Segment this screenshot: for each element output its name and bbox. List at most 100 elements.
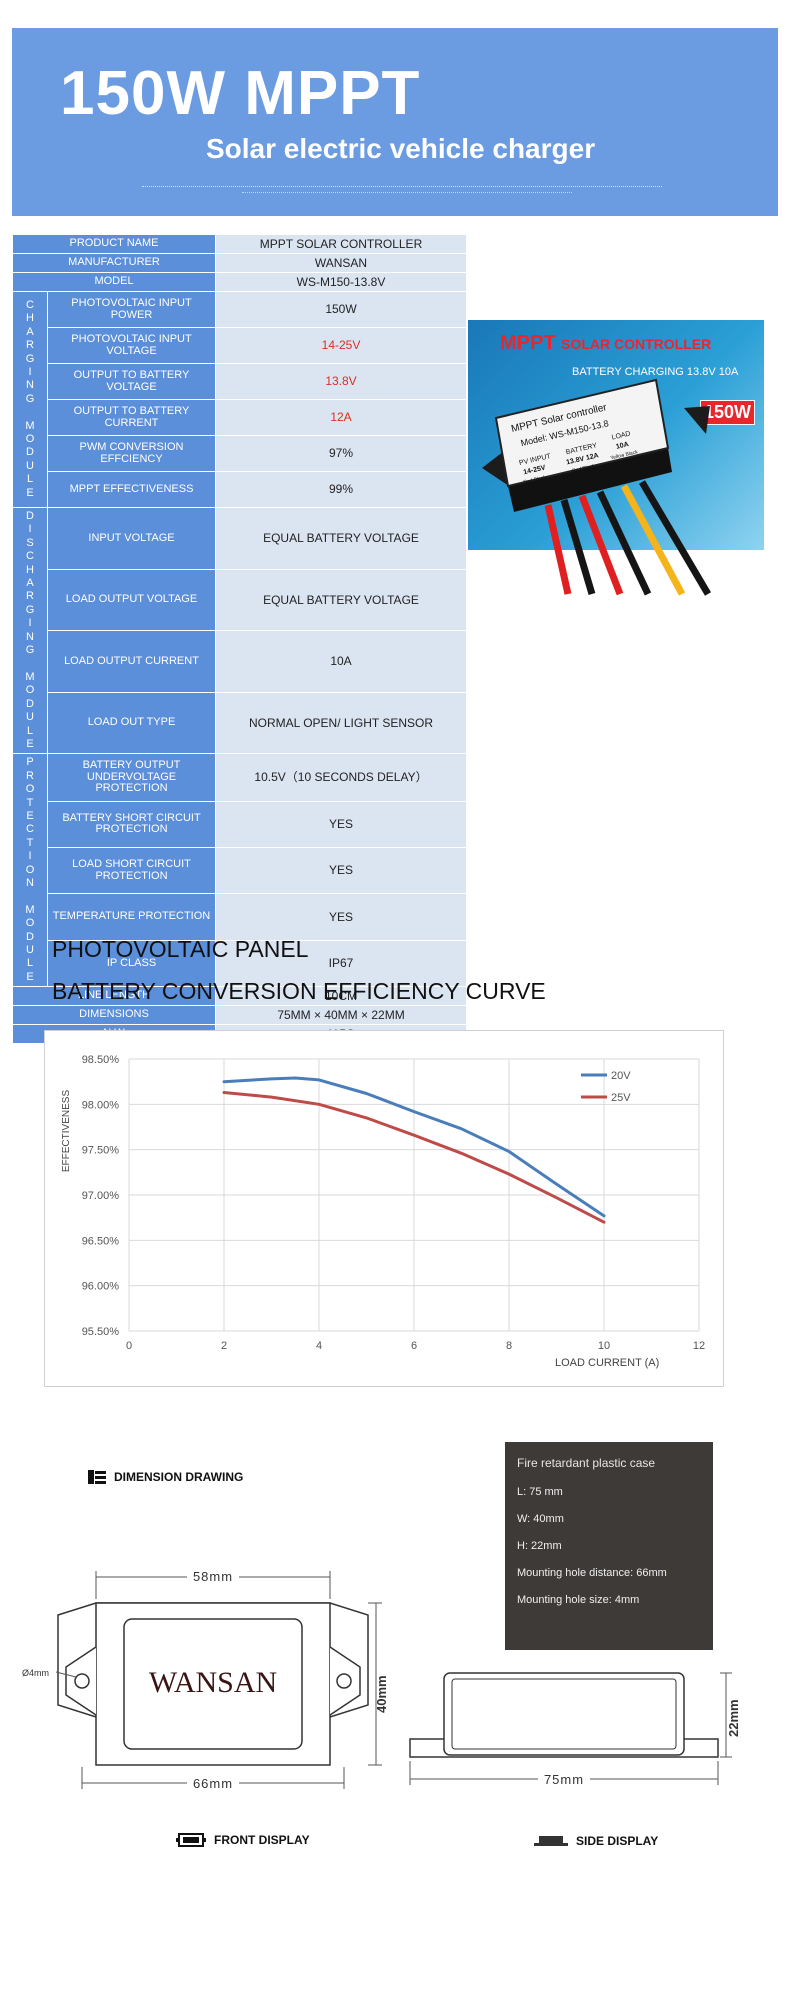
side-label-char: M <box>25 903 35 916</box>
side-label-char: G <box>25 644 35 657</box>
photo-headline-controller: SOLAR CONTROLLER <box>561 336 712 352</box>
side-label-char: M <box>25 670 35 683</box>
table-row: LINE LENGTH 10CM <box>12 986 467 1007</box>
spec-value: 10.5V（10 seconds delay） <box>215 753 467 802</box>
spec-value: MPPT SOLAR CONTROLLER <box>215 234 467 254</box>
side-label-char: U <box>26 711 34 724</box>
spec-label: DIMENSIONS <box>12 1005 216 1026</box>
front-view-drawing: 58mm WANSAN Ø4mm 40mm 66mm <box>22 1567 389 1792</box>
side-length-dimension: 75mm <box>544 1772 584 1787</box>
side-label-char: D <box>26 930 34 943</box>
side-label-char: H <box>26 563 34 576</box>
spec-value: 75mm × 40mm × 22mm <box>215 1005 467 1026</box>
dimension-drawing-title: DIMENSION DRAWING <box>88 1470 243 1484</box>
product-photo: MPPT SOLAR CONTROLLER BATTERY CHARGING 1… <box>468 320 764 598</box>
efficiency-chart-svg: 95.50% 96.00% 96.50% 97.00% 97.50% 98.00% 98.5… <box>61 1054 705 1369</box>
photo-headline: MPPT SOLAR CONTROLLER <box>500 332 711 355</box>
table-row: PRODUCT NAME MPPT SOLAR CONTROLLER <box>12 234 467 254</box>
device-body-side <box>508 448 672 512</box>
device-pv-value: 14-25V <box>523 464 547 476</box>
wire-black <box>560 499 596 595</box>
side-label-char: T <box>26 836 34 849</box>
side-label-char: N <box>26 876 34 889</box>
side-label-char <box>13 406 47 419</box>
y-tick-label: 96.50% <box>82 1235 120 1247</box>
y-tick-label: 97.50% <box>82 1145 120 1157</box>
legend-label-25V: 25V <box>611 1092 631 1104</box>
photo-headline-mppt: MPPT <box>500 332 556 354</box>
table-row: MODEL WS-M150-13.8V <box>12 272 467 292</box>
legend-label-20V: 20V <box>611 1070 631 1082</box>
series-line-20V <box>222 1076 606 1218</box>
side-label-char: C <box>26 298 34 311</box>
side-label-char: R <box>26 339 34 352</box>
device-pv-wires: Red Black <box>523 475 547 486</box>
front-label-area <box>123 1618 303 1750</box>
y-tick-label: 98.50% <box>82 1054 120 1066</box>
controller-device-illustration: MPPT Solar controller Model: WS-M150-13.… <box>482 378 712 596</box>
spec-value: 14-25V <box>215 327 467 364</box>
y-tick-label: 97.00% <box>82 1190 120 1202</box>
wire-yellow <box>620 484 686 596</box>
case-spec-line: Mounting hole distance: 66mm <box>517 1567 667 1579</box>
device-label-plate <box>494 378 670 488</box>
side-label-char: A <box>26 325 34 338</box>
banner-subtitle: Solar electric vehicle charger <box>206 133 596 164</box>
front-top-dimension: 58mm <box>193 1569 233 1584</box>
spec-value: 97% <box>215 435 467 472</box>
x-tick-label: 0 <box>126 1340 132 1352</box>
side-label-char: E <box>26 486 34 499</box>
table-row: LOAD OUTPUT CURRENT 10A <box>13 630 467 693</box>
front-display-caption: FRONT DISPLAY <box>176 1832 310 1848</box>
front-view-icon <box>176 1833 206 1847</box>
case-spec-line: W: 40mm <box>517 1513 564 1525</box>
wire-black <box>596 490 652 596</box>
side-label-char: L <box>26 957 34 970</box>
spec-label: MODEL <box>12 272 216 292</box>
side-label-char: M <box>25 419 35 432</box>
table-row: OUTPUT TO BATTERY CURRENT 12A <box>13 399 467 436</box>
wire-black <box>638 480 712 596</box>
spec-label: BATTERY SHORT CIRCUIT PROTECTION <box>47 800 216 848</box>
spec-table: PRODUCT NAME MPPT SOLAR CONTROLLER MANUF… <box>12 234 467 1045</box>
spec-value: 12A <box>215 399 467 436</box>
spec-value: 10A <box>215 630 467 693</box>
side-display-label: SIDE DISPLAY <box>576 1834 659 1848</box>
side-label-char: I <box>28 365 32 378</box>
spec-label: BATTERY OUTPUT UNDERVOLTAGE PROTECTION <box>47 753 216 802</box>
device-load-value: 10A <box>615 441 629 451</box>
series-line-25V <box>222 1091 606 1224</box>
side-label-char: I <box>28 617 32 630</box>
left-mounting-hole <box>74 1673 90 1689</box>
side-label-char: S <box>26 536 34 549</box>
hole-dimension: Ø4mm <box>22 1668 49 1678</box>
y-tick-label: 96.00% <box>82 1281 120 1293</box>
spec-label: MPPT EFFECTIVENESS <box>47 471 216 508</box>
spec-label: PHOTOVOLTAIC INPUT VOLTAGE <box>47 327 216 364</box>
spec-label: LINE LENGTH <box>12 986 216 1007</box>
x-tick-label: 6 <box>411 1340 417 1352</box>
spec-label: TEMPERATURE PROTECTION <box>47 893 216 941</box>
side-label-char: G <box>25 392 35 405</box>
x-axis-label: LOAD CURRENT (A) <box>555 1357 659 1369</box>
spec-value: YES <box>215 893 467 941</box>
banner-fine-print-line <box>242 192 572 194</box>
table-row: BATTERY SHORT CIRCUIT PROTECTION YES <box>13 800 467 848</box>
side-label-char: O <box>25 917 35 930</box>
section-heading-pv-panel: PHOTOVOLTAIC PANEL <box>52 936 309 962</box>
side-label-char: N <box>26 630 34 643</box>
side-height-dimension: 22mm <box>726 1699 741 1737</box>
efficiency-chart: 95.50% 96.00% 96.50% 97.00% 97.50% 98.00% 98.5… <box>44 1030 724 1387</box>
table-row: PWM CONVERSION EFFCIENCY 97% <box>13 435 467 472</box>
case-spec-line: Mounting hole size: 4mm <box>517 1594 640 1606</box>
spec-label: INPUT VOLTAGE <box>47 507 216 570</box>
front-bottom-dimension: 66mm <box>193 1776 233 1791</box>
power-badge: 150W <box>700 400 756 425</box>
spec-value: IP67 <box>215 939 467 988</box>
side-label-char: C <box>26 823 34 836</box>
side-label-char: E <box>26 737 34 750</box>
spec-label: PRODUCT NAME <box>12 234 216 254</box>
side-label-char: O <box>25 433 35 446</box>
